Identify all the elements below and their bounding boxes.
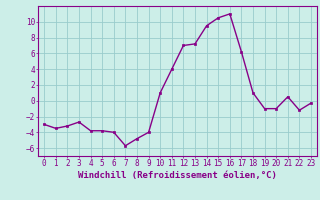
X-axis label: Windchill (Refroidissement éolien,°C): Windchill (Refroidissement éolien,°C) [78,171,277,180]
